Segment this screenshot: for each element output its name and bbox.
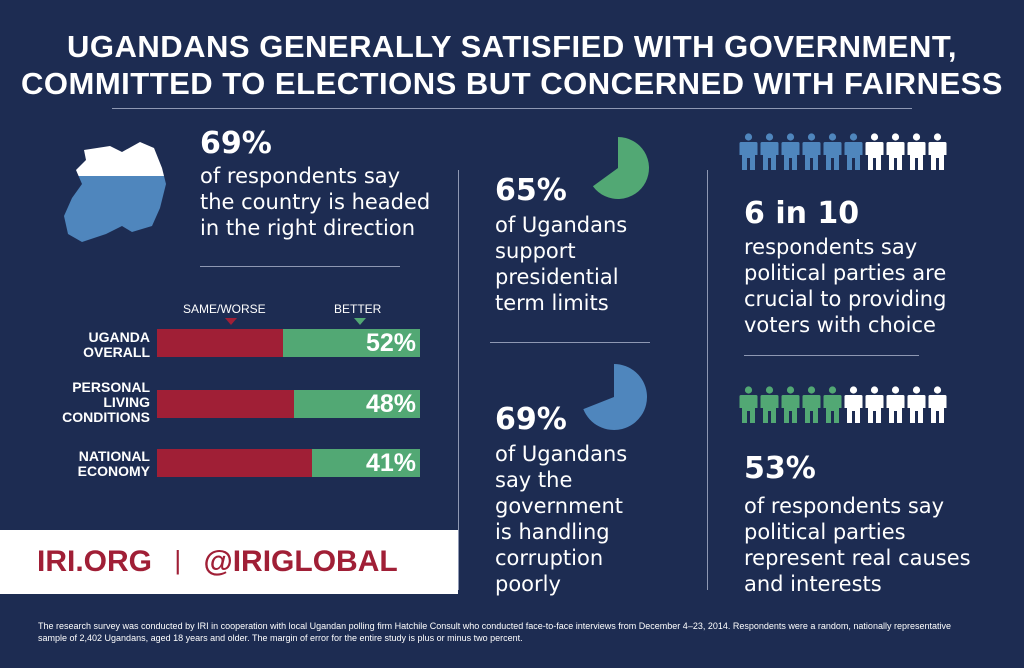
- column-divider-2: [707, 170, 708, 590]
- corruption-line: corruption: [495, 546, 604, 570]
- person-icon: [886, 133, 905, 175]
- footnote-line: The research survey was conducted by IRI…: [38, 621, 951, 631]
- title-divider: [112, 108, 912, 109]
- person-icon: [928, 133, 947, 175]
- person-icon-filled: [802, 133, 821, 175]
- direction-line: in the right direction: [200, 216, 416, 240]
- corruption-description: of Ugandans say the government is handli…: [495, 441, 695, 597]
- person-icon: [907, 133, 926, 175]
- page-title: UGANDANS GENERALLY SATISFIED WITH GOVERN…: [0, 28, 1024, 102]
- bar-category-label: PERSONAL LIVING CONDITIONS: [0, 380, 150, 425]
- legend-better: BETTER: [334, 302, 382, 316]
- site-link[interactable]: IRI.ORG: [37, 545, 153, 578]
- bar-value-label: 41%: [365, 449, 416, 477]
- right-divider: [744, 355, 919, 356]
- parties-choice-line: crucial to providing: [744, 287, 947, 311]
- direction-stat: 69%: [200, 126, 272, 161]
- bar-category-label-line: NATIONAL: [78, 448, 150, 464]
- term-limits-pie-slice: [592, 137, 650, 199]
- term-limits-line: of Ugandans: [495, 213, 628, 237]
- satisfaction-bar-chart: UGANDA OVERALL 52% PERSONAL LIVING CONDITIONS…: [0, 325, 430, 495]
- bar-worse-segment: [157, 390, 294, 418]
- column-divider-1: [458, 170, 459, 590]
- parties-choice-line: voters with choice: [744, 313, 936, 337]
- direction-divider: [200, 266, 400, 267]
- term-limits-line: presidential: [495, 265, 619, 289]
- middle-divider: [490, 342, 650, 343]
- person-icon: [907, 386, 926, 428]
- bar-better-segment: 52%: [157, 329, 420, 357]
- term-limits-line: support: [495, 239, 576, 263]
- person-icon-filled: [844, 133, 863, 175]
- parties-choice-line: political parties are: [744, 261, 947, 285]
- person-icon-filled: [802, 386, 821, 428]
- bar-worse-segment: [157, 329, 283, 357]
- title-line-1: UGANDANS GENERALLY SATISFIED WITH GOVERN…: [67, 29, 957, 64]
- parties-causes-line: represent real causes: [744, 546, 971, 570]
- parties-causes-description: of respondents say political parties rep…: [744, 493, 1014, 597]
- methodology-footnote: The research survey was conducted by IRI…: [38, 620, 1008, 644]
- term-limits-stat: 65%: [495, 173, 567, 208]
- person-icon: [865, 133, 884, 175]
- footer-links: IRI.ORG | @IRIGLOBAL: [37, 542, 398, 582]
- bar-category-label-line: UGANDA: [88, 329, 150, 345]
- legend-better-marker: [354, 318, 366, 325]
- footer-banner: IRI.ORG | @IRIGLOBAL: [0, 530, 458, 594]
- direction-line: the country is headed: [200, 190, 431, 214]
- person-icon-filled: [760, 386, 779, 428]
- parties-causes-stat: 53%: [744, 451, 816, 486]
- bar-worse-segment: [157, 449, 312, 477]
- bar-category-label: UGANDA OVERALL: [0, 330, 150, 360]
- parties-choice-stat: 6 in 10: [744, 196, 860, 231]
- corruption-stat: 69%: [495, 402, 567, 437]
- bar-category-label-line: PERSONAL: [72, 379, 150, 395]
- person-icon-filled: [823, 133, 842, 175]
- direction-line: of respondents say: [200, 164, 401, 188]
- corruption-pie: [583, 364, 648, 430]
- person-icon-filled: [781, 386, 800, 428]
- person-icon-filled: [781, 133, 800, 175]
- bar-better-segment: 41%: [157, 449, 420, 477]
- corruption-line: is handling: [495, 520, 610, 544]
- corruption-line: government: [495, 494, 624, 518]
- term-limits-description: of Ugandans support presidential term li…: [495, 212, 695, 316]
- bar-category-label: NATIONAL ECONOMY: [0, 449, 150, 479]
- person-icon-filled: [739, 386, 758, 428]
- title-line-2: COMMITTED TO ELECTIONS BUT CONCERNED WIT…: [21, 66, 1003, 101]
- parties-choice-description: respondents say political parties are cr…: [744, 234, 1014, 338]
- legend-worse-marker: [225, 318, 237, 325]
- corruption-line: poorly: [495, 572, 561, 596]
- parties-choice-line: respondents say: [744, 235, 918, 259]
- uganda-map-icon: [64, 142, 166, 242]
- corruption-line: of Ugandans: [495, 442, 628, 466]
- term-limits-pie: [592, 137, 650, 199]
- person-icon: [865, 386, 884, 428]
- person-icon-filled: [823, 386, 842, 428]
- parties-causes-line: of respondents say: [744, 494, 945, 518]
- person-icon-filled: [760, 133, 779, 175]
- person-icon: [886, 386, 905, 428]
- person-icon: [928, 386, 947, 428]
- bar-category-label-line: OVERALL: [83, 344, 150, 360]
- term-limits-line: term limits: [495, 291, 609, 315]
- bar-category-label-line: LIVING: [103, 394, 150, 410]
- bar-better-segment: 48%: [157, 390, 420, 418]
- direction-description: of respondents say the country is headed…: [200, 163, 450, 241]
- social-handle-link[interactable]: @IRIGLOBAL: [203, 545, 398, 578]
- person-icon: [844, 386, 863, 428]
- bar-value-label: 48%: [365, 390, 416, 418]
- corruption-pie-slice: [583, 364, 648, 430]
- footnote-line: sample of 2,402 Ugandans, aged 18 years …: [38, 633, 523, 643]
- footer-separator: |: [174, 545, 182, 575]
- bar-category-label-line: ECONOMY: [77, 463, 150, 479]
- people-icons-causes: [739, 386, 949, 426]
- legend-worse: SAME/WORSE: [183, 302, 266, 316]
- corruption-line: say the: [495, 468, 573, 492]
- person-icon-filled: [739, 133, 758, 175]
- parties-causes-line: political parties: [744, 520, 906, 544]
- bar-value-label: 52%: [365, 329, 416, 357]
- people-icons-choice: [739, 133, 949, 173]
- bar-category-label-line: CONDITIONS: [62, 409, 150, 425]
- parties-causes-line: and interests: [744, 572, 882, 596]
